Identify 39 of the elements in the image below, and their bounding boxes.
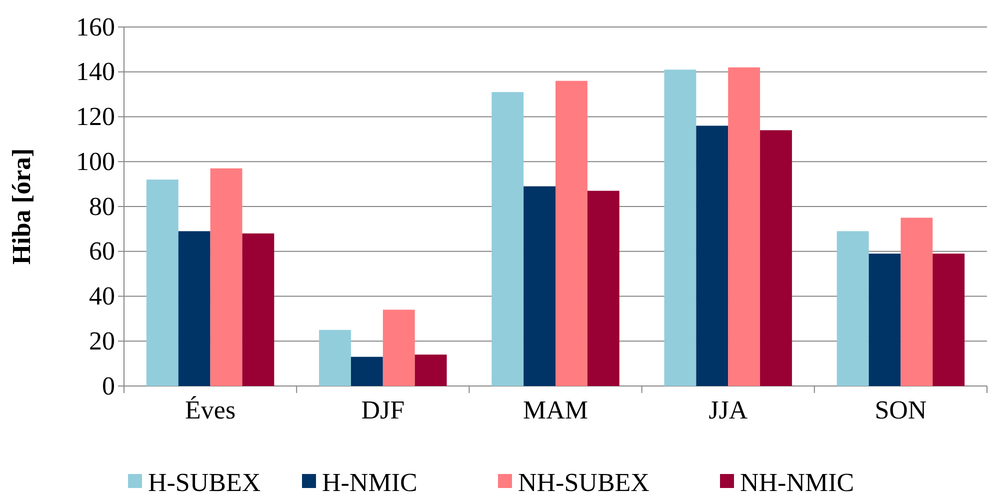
bar [178, 231, 210, 386]
bar [524, 186, 556, 386]
bar [760, 130, 792, 386]
bar [664, 70, 696, 386]
bar [556, 80, 588, 386]
x-tick-label: JJA [708, 395, 748, 424]
bar [146, 180, 178, 386]
x-tick-label: Éves [185, 395, 236, 424]
y-axis-title: Hiba [óra] [7, 148, 36, 265]
bar [242, 233, 274, 386]
bar [210, 168, 242, 386]
x-tick-label: DJF [361, 395, 405, 424]
legend-label: NH-SUBEX [518, 468, 650, 495]
bar [900, 218, 933, 386]
bar [728, 67, 760, 386]
bar [350, 356, 383, 386]
y-tick-label: 20 [89, 326, 115, 356]
bar [932, 254, 965, 386]
y-tick-label: 160 [76, 12, 115, 42]
y-tick-label: 80 [89, 192, 115, 221]
legend-label: H-NMIC [322, 468, 418, 495]
bar [587, 190, 620, 386]
bar [319, 330, 351, 386]
bar [836, 231, 869, 386]
y-tick-label: 120 [76, 102, 115, 132]
bar [492, 92, 524, 386]
y-tick-label: 100 [76, 146, 115, 176]
bar [414, 354, 447, 386]
x-tick-label: MAM [522, 395, 588, 424]
bar [868, 254, 901, 386]
y-tick-label: 140 [76, 57, 115, 86]
y-tick-label: 0 [102, 371, 115, 400]
legend-label: NH-NMIC [740, 468, 854, 495]
y-tick-label: 60 [89, 236, 115, 266]
legend-label: H-SUBEX [148, 468, 261, 495]
bar [696, 126, 728, 386]
y-tick-label: 40 [89, 282, 115, 311]
bar [382, 310, 415, 386]
x-tick-label: SON [874, 395, 927, 424]
